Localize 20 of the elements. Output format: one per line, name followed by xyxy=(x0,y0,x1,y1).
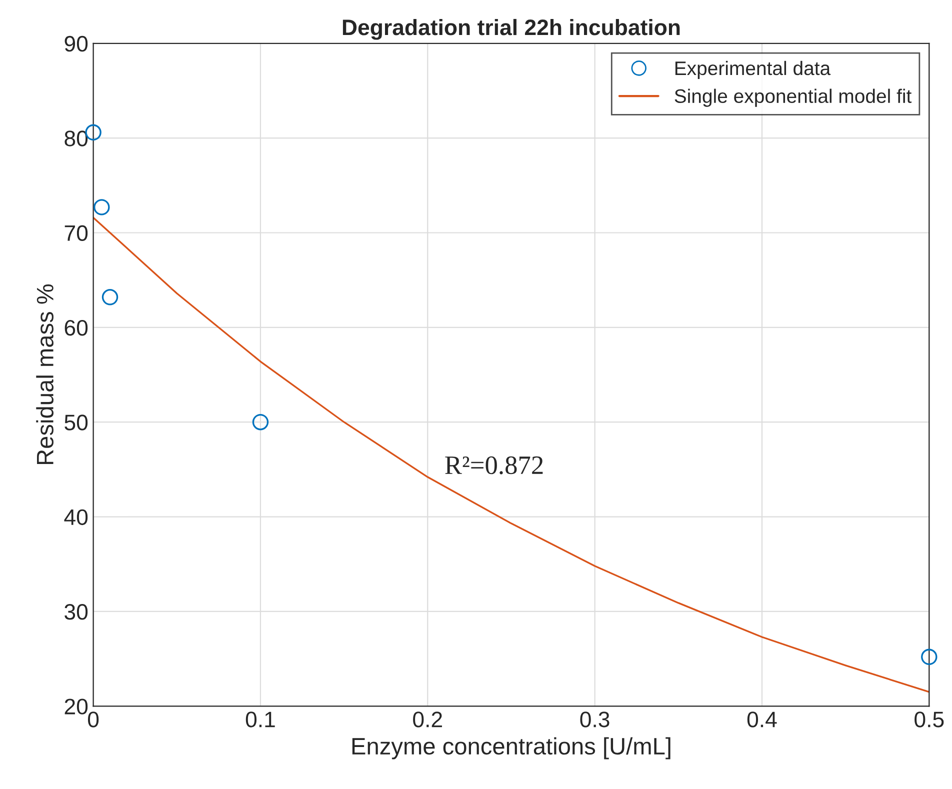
y-axis-title: Residual mass % xyxy=(36,284,54,464)
y-tick-label: 40 xyxy=(64,509,88,526)
y-tick-label: 20 xyxy=(64,698,88,714)
legend-label: Single exponential model fit xyxy=(674,88,912,107)
y-tick-label: 70 xyxy=(64,225,88,242)
y-tick-label: 50 xyxy=(64,414,88,430)
x-tick-label: 0 xyxy=(88,712,99,728)
x-tick-label: 0.3 xyxy=(580,712,610,728)
x-tick-label: 0.1 xyxy=(246,712,275,728)
chart-title: Degradation trial 22h incubation xyxy=(342,18,680,40)
y-tick-label: 90 xyxy=(64,36,88,52)
y-tick-label: 80 xyxy=(64,130,88,146)
x-tick-label: 0.4 xyxy=(747,712,777,728)
y-tick-label: 60 xyxy=(64,320,88,336)
x-tick-label: 0.5 xyxy=(914,712,944,728)
x-tick-label: 0.2 xyxy=(413,712,442,728)
annotation: R²=0.872 xyxy=(445,456,543,474)
y-tick-label: 30 xyxy=(64,604,88,620)
legend-label: Experimental data xyxy=(675,60,831,80)
x-axis-title: Enzyme concentrations [U/mL] xyxy=(352,737,670,760)
